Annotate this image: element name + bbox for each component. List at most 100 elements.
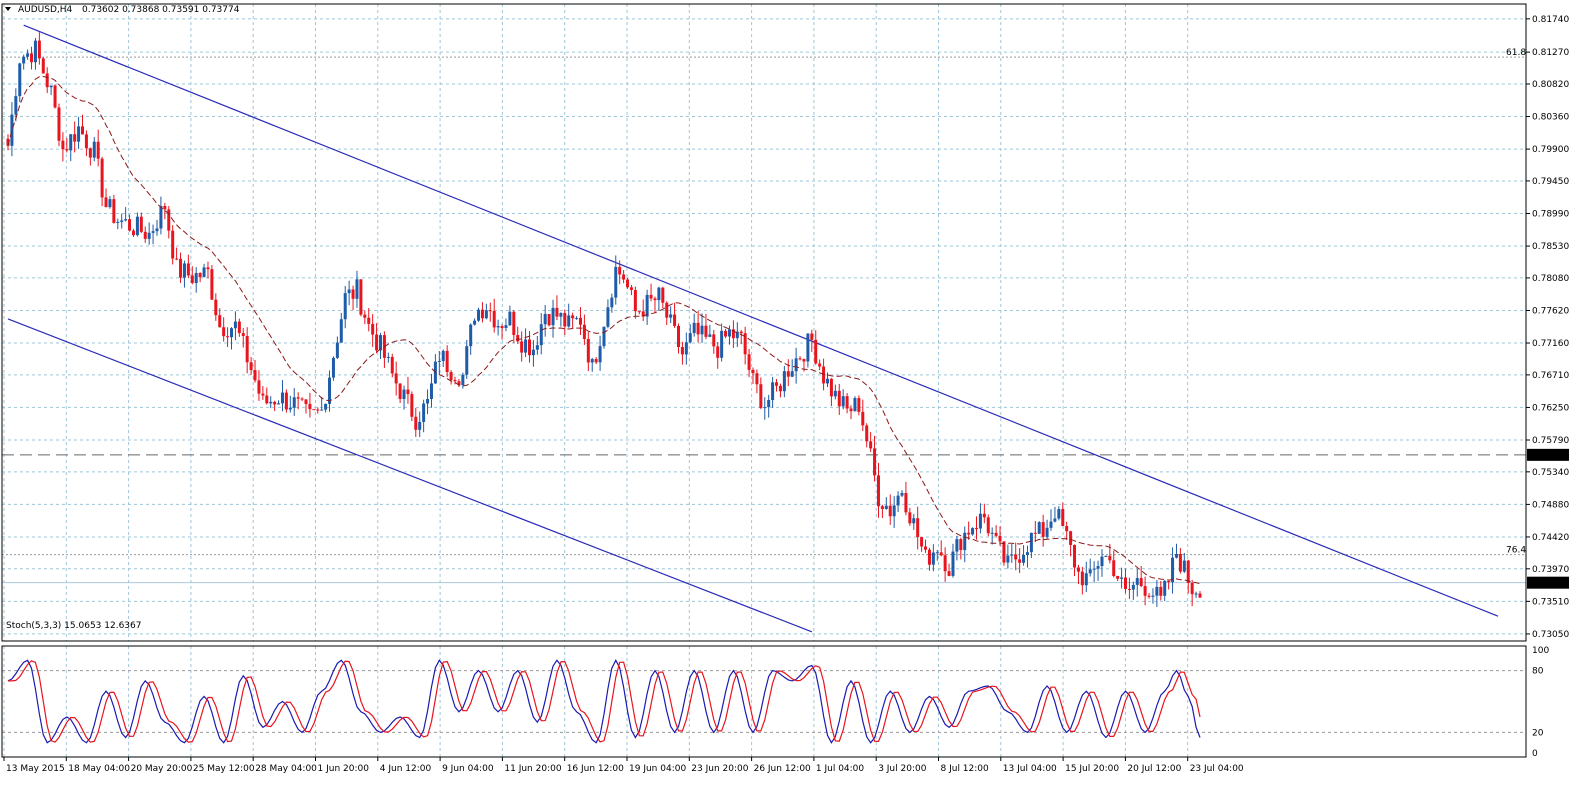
candle-body [586,338,590,363]
candle-body [649,294,653,299]
candle-body [418,421,422,430]
candle-body [363,314,367,318]
candle-body [512,311,516,336]
symbol-dropdown-icon[interactable] [5,7,11,11]
candle-body [778,385,782,392]
candle-body [786,371,790,377]
candle-body [398,383,402,400]
moving-average-line [7,75,1201,585]
candle-body [394,373,398,384]
price-tick-label: 0.77620 [1532,306,1569,316]
candle-body [912,518,916,524]
candle-body [539,324,543,346]
candle-body [767,399,771,408]
candle-body [829,378,833,397]
candle-body [347,289,351,294]
candle-body [751,369,755,374]
price-tick-label: 0.77160 [1532,339,1569,349]
candle-body [116,221,120,223]
stochastic-tick-label: 0 [1532,749,1538,759]
candle-body [578,317,582,325]
candle-body [222,327,226,337]
candle-body [708,334,712,337]
candle-body [559,313,563,317]
candle-body [202,267,206,278]
candle-body [131,230,135,236]
candle-body [92,141,96,158]
candle-body [14,96,18,115]
candle-body [567,315,571,327]
candle-body [445,350,449,372]
candle-body [1198,593,1202,598]
channel-lower-line [7,318,813,633]
candle-body [359,279,363,315]
candle-body [465,346,469,375]
candle-body [339,319,343,343]
candle-body [610,297,614,308]
candle-body [763,407,767,409]
time-tick-label: 15 Jul 20:00 [1065,764,1119,774]
level-price-badge [1527,448,1569,461]
fibonacci-level-label: 61.8 [1506,48,1526,58]
candle-body [163,206,167,210]
candle-body [1116,576,1120,579]
stochastic-tick-label: 100 [1532,646,1549,656]
price-tick-label: 0.81740 [1532,15,1569,25]
candle-body [1045,527,1049,537]
stochastic-oscillator [2,658,1526,744]
candle-body [1155,586,1159,596]
candle-body [892,505,896,517]
candle-body [939,552,943,556]
chart-grid [2,4,1526,757]
candle-body [296,397,300,399]
candle-body [888,505,892,517]
price-tick-label: 0.81270 [1532,48,1569,58]
candle-body [18,63,22,97]
candle-body [84,134,88,149]
candle-body [841,396,845,407]
price-pane-frame [1,3,1527,642]
candle-body [971,528,975,535]
candle-body [308,403,312,410]
candle-body [1084,573,1088,586]
candle-body [312,409,316,411]
candle-body [1124,577,1127,589]
candle-body [120,220,124,222]
candle-body [218,315,222,328]
candle-body [680,347,684,355]
candle-body [284,392,288,410]
candle-body [524,339,528,353]
candle-body [206,267,210,270]
candle-body [143,231,147,239]
price-tick-label: 0.79450 [1532,177,1569,187]
candle-body [477,309,481,321]
price-tick-label: 0.75340 [1532,468,1569,478]
candle-body [861,411,865,426]
candle-body [1120,577,1124,579]
candle-body [1025,552,1029,555]
candle-body [496,326,500,328]
candle-body [845,396,849,409]
candle-body [37,40,41,59]
time-tick-label: 23 Jul 04:00 [1190,764,1244,774]
candle-body [316,409,320,411]
candle-body [429,383,433,399]
candle-body [920,537,924,547]
candle-body [1073,545,1077,568]
candle-body [535,345,539,350]
candle-body [324,403,328,410]
candle-body [461,374,465,386]
candle-body [575,317,579,319]
candle-body [1006,555,1010,563]
candle-body [257,380,261,394]
candle-body [198,273,202,278]
candle-body [1139,578,1143,587]
candle-body [637,311,641,313]
candle-body [994,532,998,536]
candle-body [1163,580,1167,596]
regression-channel[interactable] [7,24,1499,633]
candle-body [159,206,163,229]
candle-body [351,289,355,299]
candle-body [822,366,826,384]
